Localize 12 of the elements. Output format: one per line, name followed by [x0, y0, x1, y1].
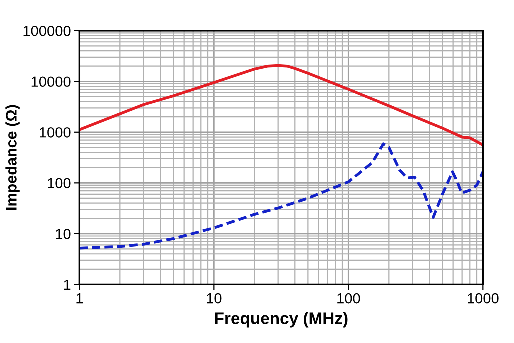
- y-tick-label: 10000: [32, 76, 71, 88]
- y-tick-label: 1000: [40, 128, 71, 138]
- y-tick-label: 1: [64, 280, 71, 290]
- y-tick-label: 10: [56, 229, 71, 240]
- x-tick-label: 1000: [468, 293, 499, 304]
- y-tick-label: 100: [48, 178, 71, 189]
- x-tick-label: 100: [338, 293, 360, 304]
- y-tick-label: 100000: [24, 26, 71, 36]
- x-tick-label: 10: [207, 293, 222, 304]
- y-axis-title: Impedance (Ω): [6, 105, 20, 210]
- x-axis-title: Frequency (MHz): [215, 312, 348, 328]
- x-tick-label: 1: [76, 294, 84, 304]
